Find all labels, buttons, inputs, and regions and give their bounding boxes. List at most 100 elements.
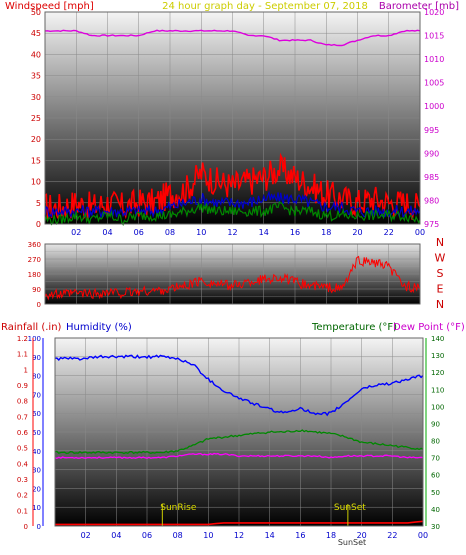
barometer-tick-label: 990 — [424, 149, 439, 158]
dewpoint-axis-title: Dew Point (°F) — [393, 322, 465, 333]
temperature-y-ticks: 30 40 50 60 70 80 90 100 110 120 130 140 — [431, 335, 444, 531]
temperature-tick-label: 70 — [431, 455, 440, 463]
rain-axis-title: Rainfall (.in) — [1, 322, 62, 333]
x-tick-label: 02 — [71, 228, 81, 237]
x-tick-label: 12 — [227, 228, 237, 237]
humidity-tick-label: 0 — [37, 523, 41, 531]
x-tick-label: 04 — [102, 228, 112, 237]
wind-axis-title: Windspeed [mph] — [5, 1, 94, 12]
temperature-line — [54, 429, 424, 455]
wind-tick-label: 20 — [31, 135, 41, 144]
barometer-tick-label: 1010 — [424, 55, 444, 64]
rain-tick-label: 0.8 — [17, 398, 28, 406]
wind-tick-label: 50 — [31, 8, 41, 17]
compass-letter: E — [437, 283, 444, 296]
temperature-tick-label: 30 — [431, 523, 440, 531]
x-tick-label: 16 — [290, 228, 300, 237]
wind-tick-label: 0 — [36, 220, 41, 229]
compass-letter: S — [437, 267, 444, 280]
wind-tick-label: 10 — [31, 178, 41, 187]
compass-letter: W — [435, 252, 446, 265]
temperature-tick-label: 140 — [431, 335, 444, 343]
x-tick-label: 06 — [142, 531, 152, 540]
humidity-tick-label: 70 — [32, 391, 41, 399]
humidity-tick-label: 30 — [32, 467, 41, 475]
temperature-tick-label: 80 — [431, 438, 440, 446]
wind-line — [44, 152, 421, 220]
x-tick-label: 10 — [196, 228, 206, 237]
rain-tick-label: 0.9 — [17, 382, 28, 390]
humidity-tick-label: 40 — [32, 448, 41, 456]
rain-tick-label: 0.1 — [17, 507, 28, 515]
sunrise-label: SunRise — [160, 503, 197, 513]
x-tick-label: 14 — [265, 531, 275, 540]
x-tick-label: 14 — [259, 228, 269, 237]
humidity-tick-label: 50 — [32, 429, 41, 437]
rain-tick-label: 1 — [24, 366, 28, 374]
humidity-x-ticks: 02 04 06 08 10 12 14 16 18 20 22 00 — [81, 531, 429, 540]
rain-tick-label: 0 — [24, 523, 28, 531]
barometer-tick-label: 1005 — [424, 79, 444, 88]
wind-y-ticks: 0 5 10 15 20 25 30 35 40 45 50 — [31, 8, 41, 229]
rain-tick-label: 0.5 — [17, 445, 28, 453]
humidity-line — [54, 354, 424, 417]
direction-y-ticks: 0 90 180 270 360 — [28, 241, 41, 309]
direction-tick-label: 90 — [32, 286, 41, 294]
rain-tick-label: 0.3 — [17, 476, 28, 484]
wind-tick-label: 25 — [31, 114, 41, 123]
temperature-axis-title: Temperature (°F) — [311, 322, 397, 333]
temperature-tick-label: 40 — [431, 506, 440, 514]
rain-tick-label: 0.6 — [17, 429, 29, 437]
barometer-tick-label: 975 — [424, 220, 439, 229]
rain-tick-label: 1.2 — [17, 335, 28, 343]
temperature-tick-label: 130 — [431, 352, 444, 360]
wind-series — [44, 29, 421, 226]
barometer-tick-label: 980 — [424, 196, 439, 205]
x-tick-label: 02 — [81, 531, 91, 540]
x-tick-label: 12 — [234, 531, 244, 540]
x-tick-label: 18 — [326, 531, 336, 540]
compass-letter: N — [436, 236, 444, 249]
barometer-tick-label: 1020 — [424, 8, 444, 17]
humidity-y-ticks: 0 10 20 30 40 50 60 70 80 90 100 — [28, 335, 41, 531]
barometer-tick-label: 985 — [424, 173, 439, 182]
wind-tick-label: 15 — [31, 156, 41, 165]
temperature-tick-label: 120 — [431, 369, 444, 377]
direction-tick-label: 0 — [37, 301, 41, 309]
wind-tick-label: 35 — [31, 72, 41, 81]
rain-tick-label: 0.2 — [17, 492, 28, 500]
sunset-label: SunSet — [334, 503, 366, 513]
rain-tick-label: 0.7 — [17, 413, 28, 421]
compass-letter: N — [436, 298, 444, 311]
x-tick-label: 22 — [387, 531, 397, 540]
wind-x-ticks: 02 04 06 08 10 12 14 16 18 20 22 00 — [71, 228, 425, 237]
humidity-tick-label: 10 — [32, 504, 41, 512]
wind-tick-label: 30 — [31, 93, 41, 102]
wind-tick-label: 40 — [31, 50, 41, 59]
sun-markers: SunRise SunSet — [160, 503, 366, 526]
temperature-tick-label: 110 — [431, 386, 444, 394]
x-tick-label: 22 — [384, 228, 394, 237]
barometer-line — [44, 29, 421, 47]
temperature-tick-label: 50 — [431, 489, 440, 497]
x-tick-label: 08 — [165, 228, 175, 237]
direction-line — [44, 255, 421, 301]
temperature-tick-label: 60 — [431, 472, 440, 480]
barometer-y-ticks: 975 980 985 990 995 1000 1005 1010 1015 1020 — [424, 8, 444, 229]
x-tick-label: 10 — [203, 531, 213, 540]
rain-tick-label: 1.1 — [17, 351, 28, 359]
humidity-tick-label: 20 — [32, 485, 41, 493]
temperature-tick-label: 100 — [431, 403, 444, 411]
humidity-axis-title: Humidity (%) — [66, 322, 132, 333]
rainfall-line — [55, 520, 424, 526]
direction-series — [44, 255, 421, 301]
humidity-tick-label: 100 — [28, 335, 41, 343]
x-tick-label: 20 — [357, 531, 367, 540]
wind-tick-label: 45 — [31, 29, 41, 38]
gust-line — [44, 190, 421, 220]
wind-tick-label: 5 — [36, 199, 41, 208]
x-tick-label: 00 — [418, 531, 428, 540]
humidity-series — [54, 354, 424, 526]
